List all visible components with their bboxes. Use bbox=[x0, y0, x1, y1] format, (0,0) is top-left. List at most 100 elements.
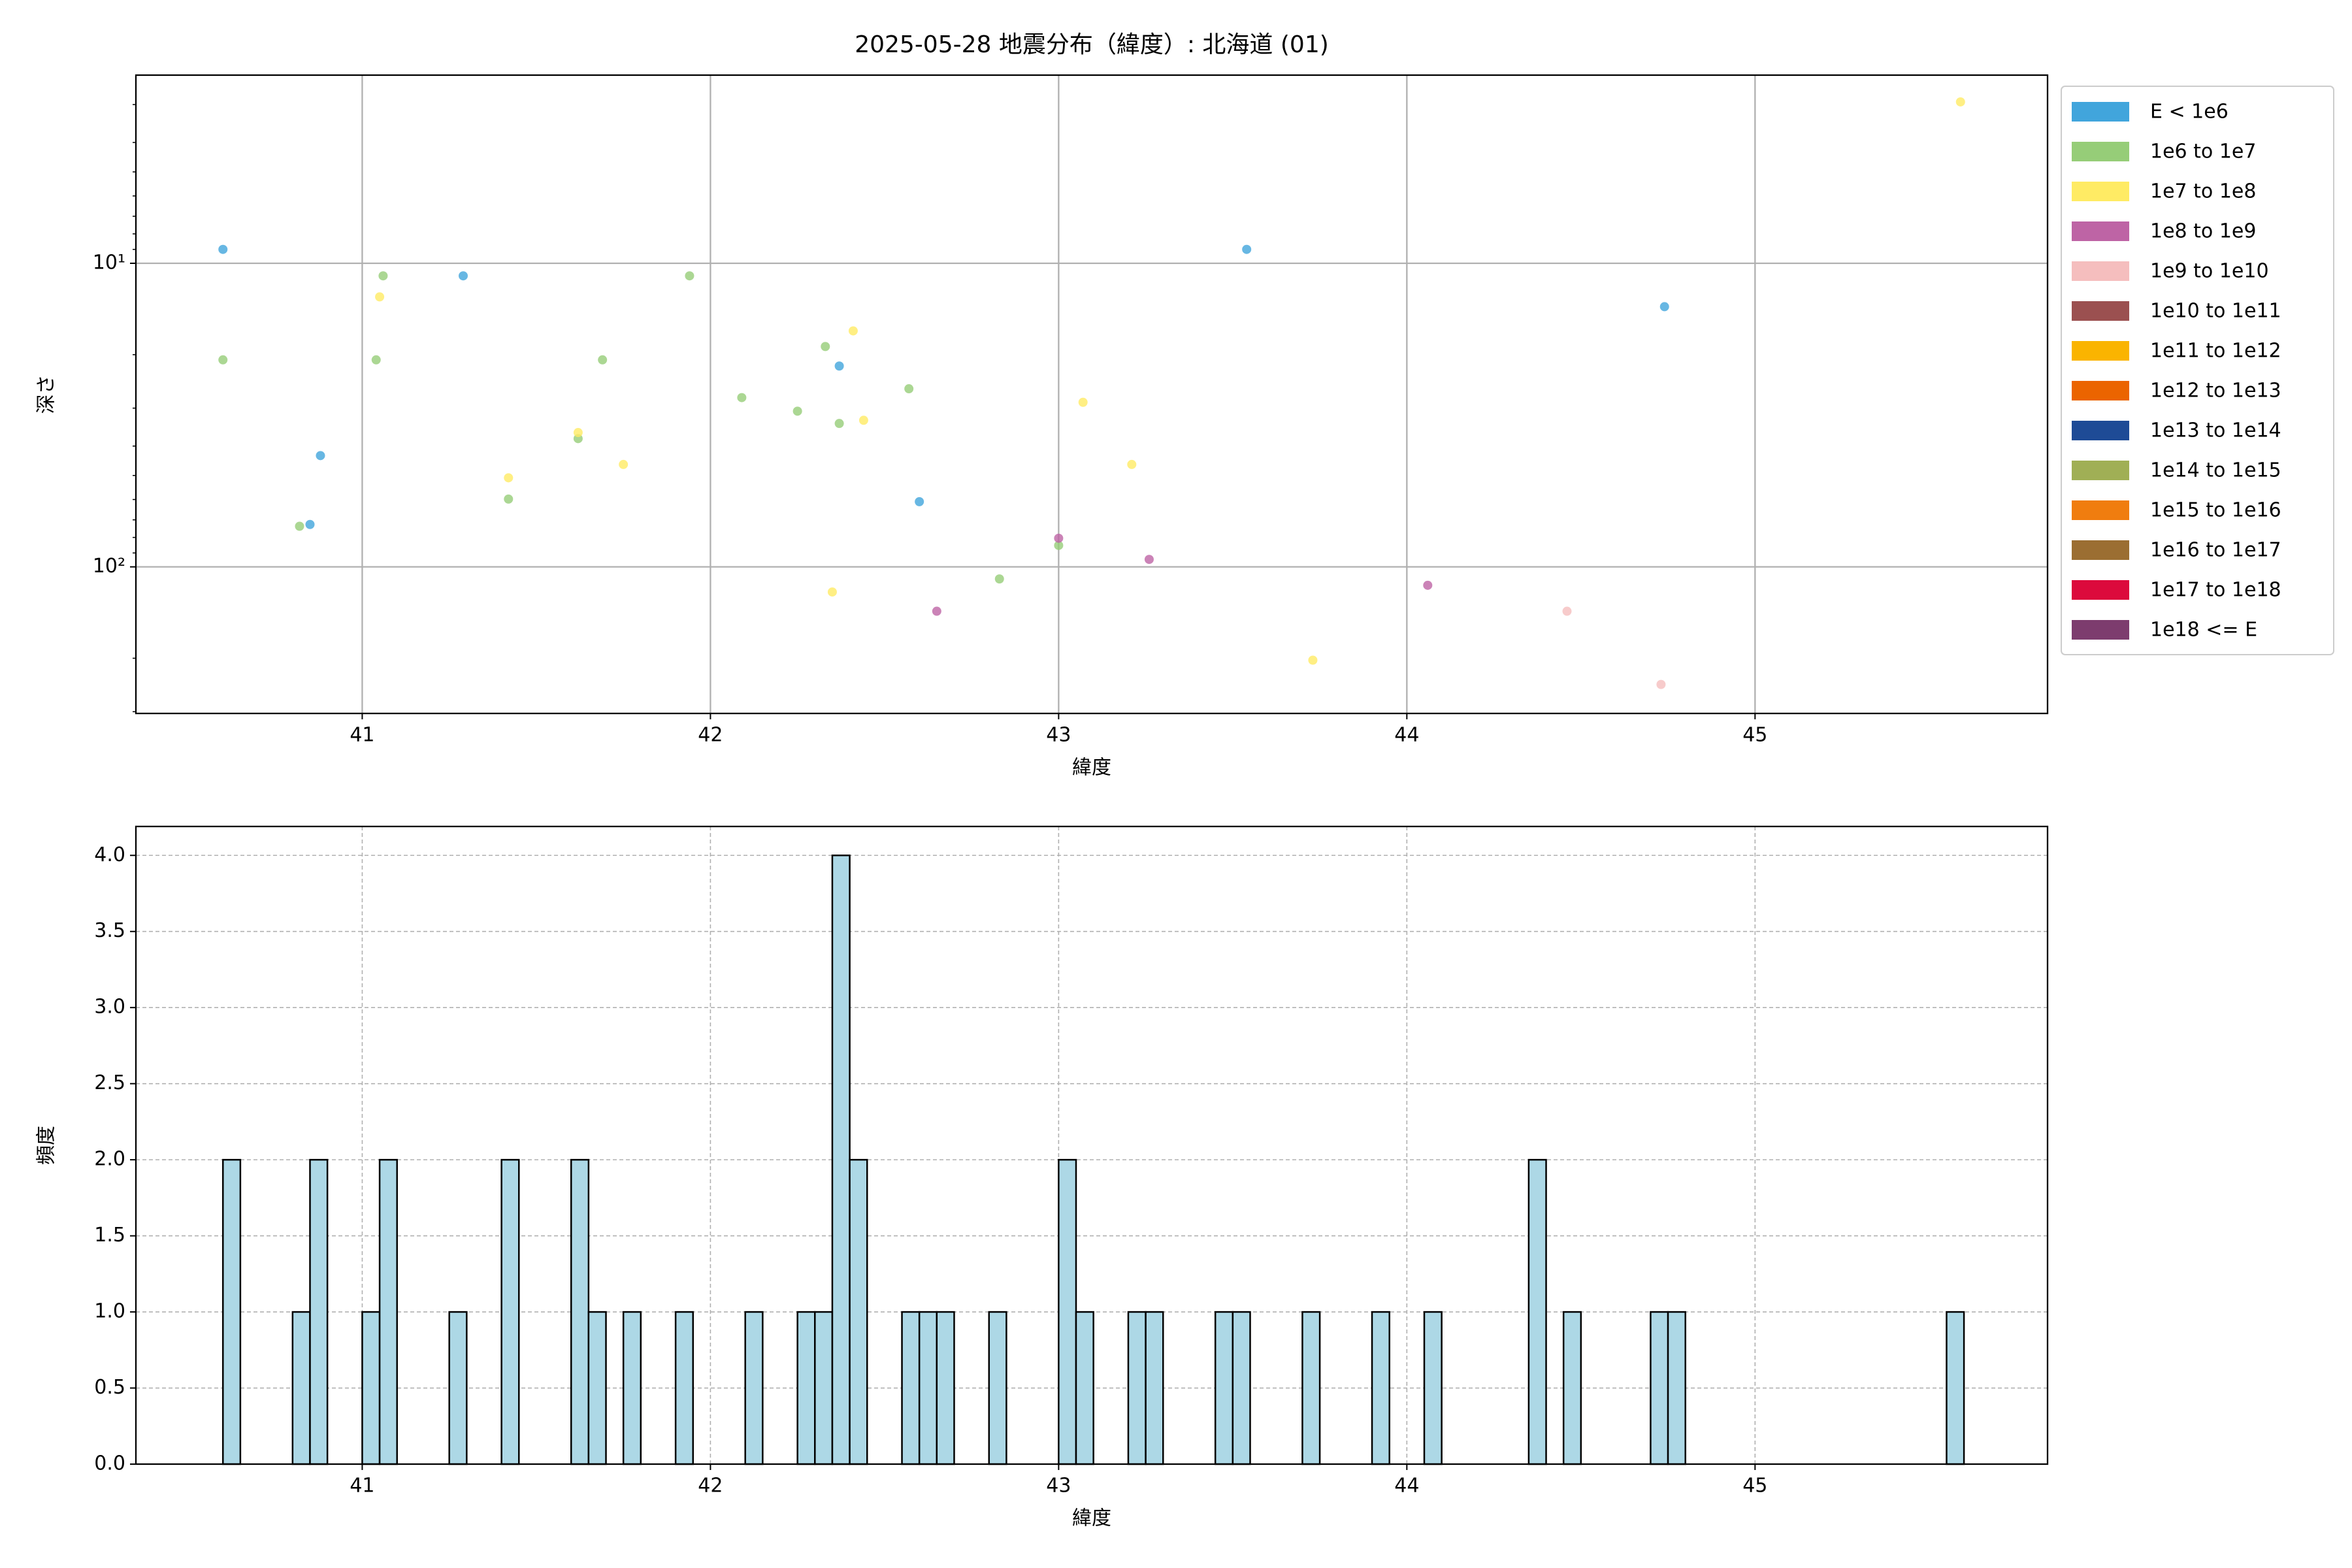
x-tick-label: 44 bbox=[1394, 1475, 1419, 1497]
y-tick-label: 10² bbox=[93, 555, 125, 578]
histogram-bar bbox=[1058, 1158, 1077, 1465]
scatter-point bbox=[1144, 555, 1154, 564]
legend-swatch bbox=[2072, 142, 2129, 161]
y-tick-label: 1.5 bbox=[94, 1224, 125, 1247]
scatter-point bbox=[821, 342, 830, 351]
scatter-point bbox=[619, 459, 629, 469]
legend-swatch bbox=[2072, 261, 2129, 281]
histogram-bar bbox=[918, 1311, 938, 1465]
histogram-bar bbox=[361, 1311, 381, 1465]
histogram-bar bbox=[1423, 1311, 1443, 1465]
legend-label: 1e7 to 1e8 bbox=[2150, 180, 2256, 203]
scatter-point bbox=[305, 519, 315, 529]
legend-label: 1e6 to 1e7 bbox=[2150, 140, 2256, 163]
legend-label: 1e11 to 1e12 bbox=[2150, 340, 2281, 363]
y-tick-label: 1.0 bbox=[94, 1300, 125, 1323]
x-tick-label: 42 bbox=[698, 1475, 723, 1497]
scatter-point bbox=[858, 416, 868, 425]
x-axis-label: 緯度 bbox=[1072, 757, 1111, 779]
scatter-point bbox=[573, 428, 583, 438]
histogram-bar bbox=[814, 1311, 834, 1465]
histogram-bar bbox=[1527, 1158, 1547, 1465]
scatter-point bbox=[792, 406, 802, 416]
x-tick-label: 42 bbox=[698, 724, 723, 747]
y-tick-label: 10¹ bbox=[93, 251, 125, 274]
histogram-bar bbox=[1145, 1311, 1164, 1465]
scatter-point bbox=[1423, 580, 1433, 590]
histogram-bar bbox=[1562, 1311, 1582, 1465]
legend-label: 1e14 to 1e15 bbox=[2150, 459, 2281, 482]
legend-swatch bbox=[2072, 540, 2129, 560]
x-tick-label: 41 bbox=[350, 1475, 374, 1497]
legend-box bbox=[2061, 86, 2334, 655]
histogram-bar bbox=[570, 1158, 590, 1465]
scatter-point bbox=[1562, 606, 1572, 616]
scatter-point bbox=[378, 271, 388, 281]
legend-swatch bbox=[2072, 301, 2129, 321]
legend-label: 1e13 to 1e14 bbox=[2150, 419, 2281, 442]
legend-swatch bbox=[2072, 500, 2129, 520]
scatter-point bbox=[295, 521, 304, 531]
scatter-point bbox=[1656, 679, 1666, 689]
y-tick-label: 2.5 bbox=[94, 1071, 125, 1094]
histogram-bar bbox=[1127, 1311, 1147, 1465]
scatter-point bbox=[316, 451, 325, 461]
x-axis-label: 緯度 bbox=[1072, 1507, 1111, 1530]
legend-swatch bbox=[2072, 381, 2129, 400]
x-tick-label: 45 bbox=[1742, 724, 1767, 747]
scatter-point bbox=[834, 361, 844, 371]
scatter-point bbox=[375, 292, 385, 302]
histogram-bar bbox=[1301, 1311, 1321, 1465]
scatter-point bbox=[848, 326, 858, 336]
x-tick-label: 43 bbox=[1046, 724, 1071, 747]
scatter-point bbox=[1054, 533, 1064, 543]
histogram-bar bbox=[744, 1311, 764, 1465]
scatter-point bbox=[504, 473, 514, 483]
histogram-bar bbox=[936, 1311, 955, 1465]
scatter-point bbox=[1054, 540, 1064, 550]
axes-frame bbox=[135, 825, 2049, 1465]
scatter-point bbox=[827, 587, 837, 597]
histogram-bar bbox=[796, 1311, 816, 1465]
legend-label: 1e16 to 1e17 bbox=[2150, 539, 2281, 562]
y-tick-label: 0.0 bbox=[94, 1452, 125, 1475]
scatter-point bbox=[218, 355, 228, 365]
histogram-bar bbox=[849, 1158, 868, 1465]
y-axis-label: 深さ bbox=[35, 375, 58, 414]
y-tick-label: 2.0 bbox=[94, 1148, 125, 1171]
scatter-point bbox=[685, 271, 694, 281]
scatter-point bbox=[1078, 397, 1088, 407]
histogram-bar bbox=[448, 1311, 468, 1465]
histogram-bar bbox=[500, 1158, 520, 1465]
histogram-bar bbox=[1214, 1311, 1234, 1465]
y-tick-label: 3.5 bbox=[94, 919, 125, 942]
legend-label: 1e8 to 1e9 bbox=[2150, 220, 2256, 243]
scatter-point bbox=[1659, 302, 1669, 312]
x-tick-label: 44 bbox=[1394, 724, 1419, 747]
x-tick-label: 41 bbox=[350, 724, 374, 747]
histogram-bar bbox=[831, 855, 851, 1465]
histogram-bar bbox=[378, 1158, 398, 1465]
histogram-bar bbox=[1232, 1311, 1251, 1465]
legend-swatch bbox=[2072, 221, 2129, 241]
legend-swatch bbox=[2072, 182, 2129, 201]
scatter-point bbox=[1242, 244, 1252, 254]
scatter-point bbox=[458, 271, 468, 281]
y-tick-label: 0.5 bbox=[94, 1376, 125, 1399]
histogram-bar bbox=[221, 1158, 242, 1465]
scatter-point bbox=[1127, 459, 1137, 469]
legend-swatch bbox=[2072, 102, 2129, 122]
y-tick-label: 3.0 bbox=[94, 996, 125, 1019]
scatter-point bbox=[1308, 655, 1318, 665]
legend-label: 1e10 to 1e11 bbox=[2150, 300, 2281, 323]
legend-swatch bbox=[2072, 580, 2129, 600]
histogram-bar bbox=[1075, 1311, 1094, 1465]
legend-swatch bbox=[2072, 620, 2129, 640]
histogram-bar bbox=[1371, 1311, 1390, 1465]
y-axis-label: 頻度 bbox=[35, 1126, 58, 1165]
scatter-point bbox=[932, 606, 941, 616]
legend-label: 1e17 to 1e18 bbox=[2150, 579, 2281, 602]
scatter-point bbox=[1955, 97, 1965, 106]
histogram-bar bbox=[988, 1311, 1007, 1465]
histogram-bar bbox=[309, 1158, 329, 1465]
